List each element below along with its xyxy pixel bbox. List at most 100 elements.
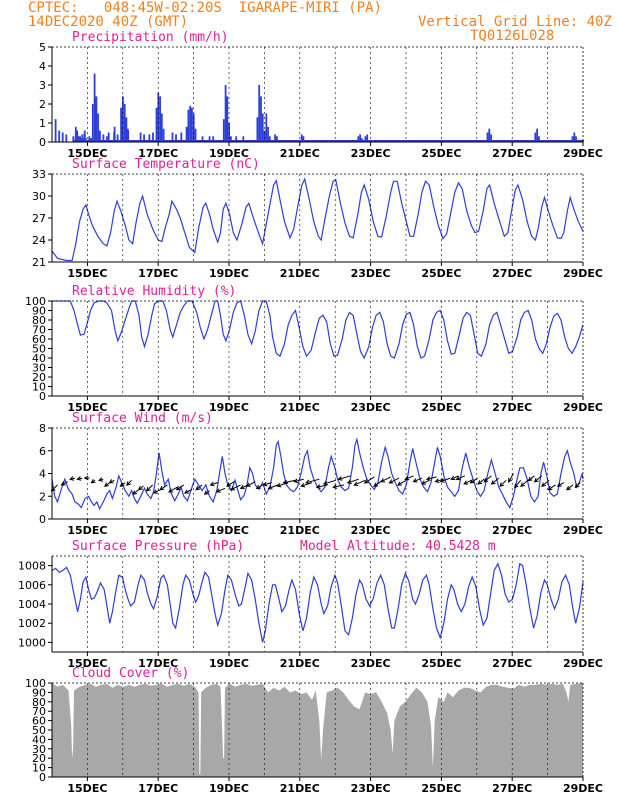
x-tick-label: 27DEC xyxy=(492,657,532,670)
x-tick-label: 19DEC xyxy=(209,401,249,414)
wind-vector-head xyxy=(439,478,445,483)
precip-bar xyxy=(201,136,204,142)
wind-vector xyxy=(347,478,359,484)
x-tick-label: 19DEC xyxy=(209,657,249,670)
wind-vector xyxy=(333,484,345,488)
precip-bar xyxy=(212,136,215,142)
wind-vector-head xyxy=(119,482,125,487)
y-tick-label: 5 xyxy=(39,41,46,54)
precip-bar xyxy=(107,132,110,142)
wind-vector-head xyxy=(159,485,165,491)
wind-vector-head xyxy=(363,479,369,484)
wind-vector xyxy=(541,479,550,487)
x-tick-label: 25DEC xyxy=(421,782,461,795)
y-tick-label: 4 xyxy=(39,60,46,73)
wind-vector xyxy=(557,482,565,487)
precip-bar xyxy=(302,136,305,142)
y-tick-label: 33 xyxy=(32,168,46,181)
y-tick-label: 1006 xyxy=(18,579,46,592)
precip-bar xyxy=(534,132,537,142)
wind-vector xyxy=(354,479,366,486)
wind-vector-head xyxy=(477,480,483,485)
x-tick-label: 17DEC xyxy=(138,401,178,414)
wind-vector-head xyxy=(396,481,402,486)
precip-bar xyxy=(538,136,540,142)
wind-vector xyxy=(456,475,466,480)
wind-vector xyxy=(301,482,313,487)
header-datetime: 14DEC2020 40Z (GMT) xyxy=(28,14,189,30)
precip-bar xyxy=(127,134,129,142)
wind-vector-head xyxy=(276,482,282,488)
pressure-panel: Surface Pressure (hPa) Model Altitude: 40… xyxy=(18,539,603,670)
temp-line xyxy=(51,177,584,262)
y-tick-label: 1 xyxy=(39,117,46,130)
x-tick-label: 27DEC xyxy=(492,782,532,795)
wind-vector xyxy=(520,479,529,487)
wind-vector xyxy=(477,478,485,485)
precip-bar xyxy=(152,132,154,142)
y-tick-label: 40 xyxy=(32,733,46,746)
wind-vector-head xyxy=(90,478,96,484)
precip-bar xyxy=(139,132,142,142)
wind-vector-head xyxy=(255,484,261,490)
x-tick-label: 27DEC xyxy=(492,401,532,414)
precip-bar xyxy=(93,73,96,142)
x-tick-label: 25DEC xyxy=(421,401,461,414)
wind-vector-head xyxy=(203,490,209,495)
wind-vector-head xyxy=(262,481,268,487)
x-tick-label: 29DEC xyxy=(563,657,603,670)
wind-vector-head xyxy=(239,484,245,490)
x-tick-label: 19DEC xyxy=(209,524,249,537)
precip-bar xyxy=(95,96,98,142)
wind-vector xyxy=(508,473,514,483)
model-altitude-label: Model Altitude: 40.5428 m xyxy=(300,539,496,554)
wind-vector xyxy=(246,481,256,487)
wind-vector-head xyxy=(215,488,221,493)
precip-bar xyxy=(571,136,574,142)
precip-bar xyxy=(265,113,268,142)
precip-bar xyxy=(91,104,94,142)
wind-vector xyxy=(159,484,168,491)
wind-vector xyxy=(256,484,263,489)
wind-vector xyxy=(226,481,235,487)
y-tick-label: 100 xyxy=(25,295,46,308)
wind-vector-head xyxy=(322,480,328,486)
wind-vector xyxy=(421,479,430,485)
y-tick-label: 0 xyxy=(39,390,46,403)
wind-vector-head xyxy=(404,475,410,481)
cloud-title: Cloud Cover (%) xyxy=(72,666,189,681)
x-tick-label: 21DEC xyxy=(280,524,320,537)
wind-vector-head xyxy=(556,482,562,487)
wind-vector xyxy=(528,475,535,481)
wind-vector xyxy=(316,484,328,488)
precip-bar xyxy=(99,130,101,142)
x-tick-label: 23DEC xyxy=(351,401,391,414)
y-tick-label: 50 xyxy=(32,724,46,737)
wind-vector-head xyxy=(83,475,89,481)
wind-vector-head xyxy=(490,480,496,485)
wind-vector xyxy=(491,477,500,485)
y-tick-label: 30 xyxy=(32,362,46,375)
precip-bar xyxy=(175,134,177,142)
wind-vector xyxy=(338,475,351,480)
precip-bar xyxy=(261,113,264,142)
y-tick-label: 2 xyxy=(39,490,46,503)
wind-vector xyxy=(195,484,203,491)
x-tick-label: 17DEC xyxy=(138,657,178,670)
precip-bar xyxy=(58,130,61,142)
wind-vector-head xyxy=(226,482,232,487)
precip-bar xyxy=(263,130,266,142)
wind-vector-head xyxy=(60,481,66,486)
x-tick-label: 17DEC xyxy=(138,524,178,537)
wind-vector xyxy=(216,487,226,493)
y-tick-label: 20 xyxy=(32,371,46,384)
y-tick-label: 80 xyxy=(32,314,46,327)
y-tick-label: 2 xyxy=(39,98,46,111)
y-tick-label: 100 xyxy=(25,677,46,690)
wind-vector xyxy=(364,476,375,484)
y-tick-label: 90 xyxy=(32,305,46,318)
wind-vector-head xyxy=(145,486,151,492)
wind-vector xyxy=(184,488,193,494)
wind-vector xyxy=(440,477,451,483)
wind-vector xyxy=(283,479,296,484)
